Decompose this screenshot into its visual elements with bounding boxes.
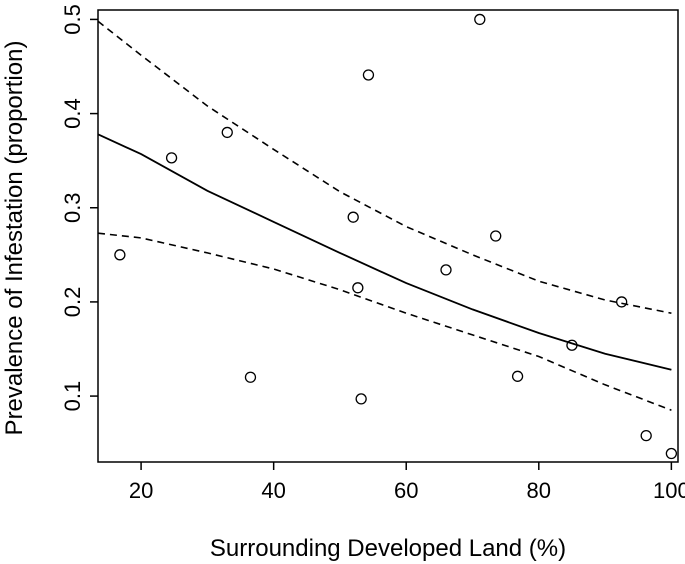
- data-point: [352, 282, 364, 294]
- x-tick-label: 100: [653, 478, 685, 503]
- y-tick-label: 0.1: [60, 381, 85, 412]
- data-point: [616, 296, 628, 308]
- data-point: [440, 264, 452, 276]
- data-point: [511, 370, 524, 382]
- lower-confidence-band: [97, 232, 672, 411]
- upper-confidence-band: [97, 20, 672, 314]
- plot-frame: [97, 9, 679, 463]
- data-point: [347, 211, 359, 223]
- fitted-curve: [97, 133, 672, 371]
- x-tick-label: 20: [129, 478, 153, 503]
- y-axis: 0.1 0.2 0.3 0.4 0.5: [60, 4, 98, 411]
- x-tick-label: 40: [261, 478, 285, 503]
- data-point: [114, 249, 126, 261]
- x-tick-label: 80: [527, 478, 551, 503]
- data-point: [221, 126, 233, 139]
- y-axis-title: Prevalence of Infestation (proportion): [1, 41, 28, 436]
- data-point: [474, 13, 486, 26]
- y-tick-label: 0.5: [60, 4, 85, 35]
- y-tick-label: 0.2: [60, 287, 85, 318]
- data-point: [165, 152, 178, 164]
- data-point: [665, 447, 678, 460]
- x-axis: 20 40 60 80 100: [129, 462, 685, 503]
- data-point: [244, 371, 257, 383]
- x-tick-label: 60: [394, 478, 418, 503]
- x-axis-title: Surrounding Developed Land (%): [210, 535, 566, 562]
- y-tick-label: 0.4: [60, 98, 85, 129]
- data-point: [362, 69, 375, 81]
- data-point: [640, 429, 652, 442]
- data-points: [114, 13, 678, 460]
- data-point: [355, 393, 367, 405]
- y-tick-label: 0.3: [60, 192, 85, 223]
- data-point: [566, 339, 578, 351]
- data-point: [490, 230, 502, 242]
